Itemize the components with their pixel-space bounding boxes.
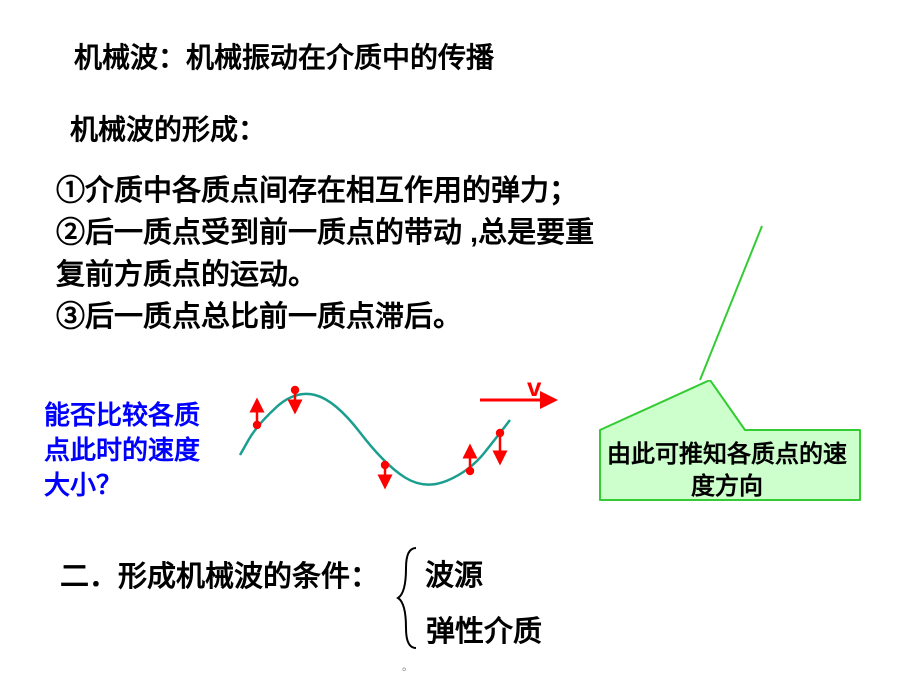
page-title: 机械波：机械振动在介质中的传播 bbox=[74, 36, 494, 76]
velocity-label: v bbox=[527, 372, 541, 403]
footer-marker: 。 bbox=[402, 658, 413, 674]
subtitle: 机械波的形成： bbox=[70, 108, 266, 148]
wave-diagram bbox=[225, 365, 565, 515]
bullet-2b: 复前方质点的运动。 bbox=[56, 254, 816, 296]
bullet-3: ③后一质点总比前一质点滞后。 bbox=[56, 296, 816, 338]
brace bbox=[394, 543, 424, 653]
bullet-2a: ②后一质点受到前一质点的带动 ,总是要重 bbox=[56, 212, 816, 254]
question-text: 能否比较各质点此时的速度大小？ bbox=[44, 398, 224, 503]
body-text: ①介质中各质点间存在相互作用的弹力； ②后一质点受到前一质点的带动 ,总是要重 … bbox=[56, 170, 816, 338]
bullet-1: ①介质中各质点间存在相互作用的弹力； bbox=[56, 170, 816, 212]
condition-2: 弹性介质 bbox=[426, 608, 542, 650]
callout-text: 由此可推知各质点的速度方向 bbox=[602, 439, 852, 504]
condition-1: 波源 bbox=[425, 552, 483, 594]
section2-heading: 二．形成机械波的条件： bbox=[60, 553, 379, 595]
